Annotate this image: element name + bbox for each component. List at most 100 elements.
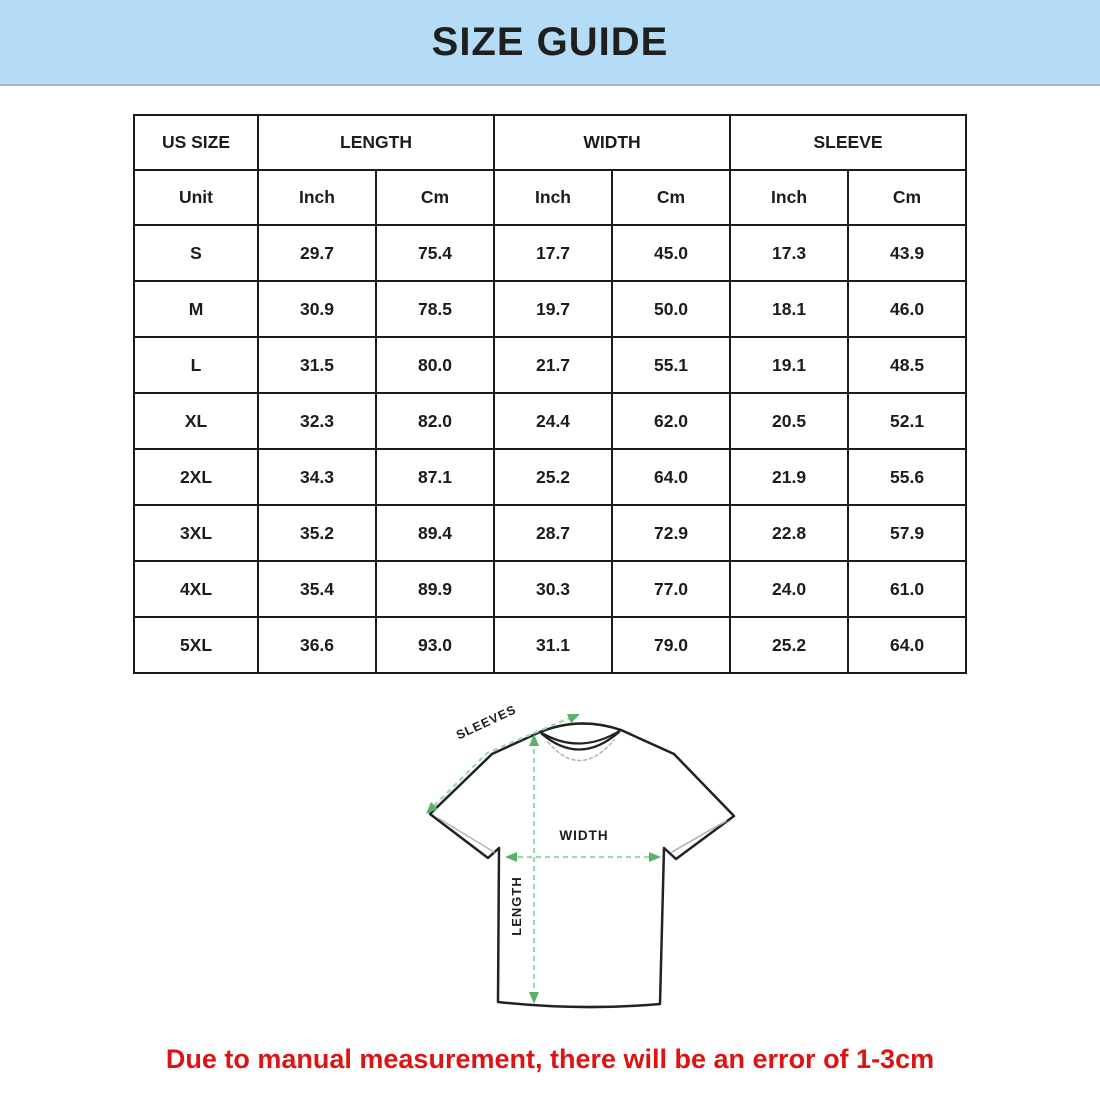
measurement-cell: 55.6 — [847, 448, 968, 506]
collar-outer-line — [538, 728, 623, 745]
measurement-cell: 93.0 — [374, 616, 496, 674]
measurement-cell: 50.0 — [611, 280, 732, 338]
measurement-cell: 87.1 — [374, 448, 496, 506]
header-sleeve: SLEEVE — [729, 114, 968, 171]
measurement-cell: 21.7 — [493, 336, 614, 394]
tshirt-measurement-diagram: SLEEVES WIDTH LENGTH — [0, 690, 1100, 1030]
measurement-cell: 89.4 — [374, 504, 496, 562]
measurement-cell: 79.0 — [611, 616, 732, 674]
tshirt-outline — [428, 722, 736, 1009]
measurement-cell: 28.7 — [493, 504, 614, 562]
unit-cm-cell: Cm — [374, 169, 496, 226]
measurement-cell: 31.1 — [493, 616, 614, 674]
unit-inch-cell: Inch — [257, 169, 377, 226]
size-cell: 4XL — [133, 560, 259, 618]
measurement-cell: 25.2 — [493, 448, 614, 506]
measurement-cell: 64.0 — [611, 448, 732, 506]
measurement-cell: 24.0 — [729, 560, 850, 618]
sleeve-arrowhead-top-icon — [567, 714, 580, 724]
table-row: 5XL 36.6 93.0 31.1 79.0 25.2 64.0 — [133, 616, 968, 674]
measurement-cell: 20.5 — [729, 392, 850, 450]
measurement-cell: 22.8 — [729, 504, 850, 562]
measurement-cell: 72.9 — [611, 504, 732, 562]
measurement-cell: 29.7 — [257, 224, 377, 282]
size-cell: 3XL — [133, 504, 259, 562]
width-arrowhead-right-icon — [649, 852, 661, 862]
table-row: 3XL 35.2 89.4 28.7 72.9 22.8 57.9 — [133, 504, 968, 562]
unit-label-cell: Unit — [133, 169, 259, 226]
left-cuff-seam — [437, 817, 495, 853]
unit-header-row: Unit Inch Cm Inch Cm Inch Cm — [133, 169, 968, 226]
measurement-cell: 17.7 — [493, 224, 614, 282]
sleeve-label: SLEEVES — [454, 702, 519, 742]
width-arrowhead-left-icon — [505, 852, 517, 862]
header-width: WIDTH — [493, 114, 732, 171]
size-cell: XL — [133, 392, 259, 450]
table-row: 4XL 35.4 89.9 30.3 77.0 24.0 61.0 — [133, 560, 968, 618]
collar-seam-line — [547, 739, 615, 762]
measurement-cell: 36.6 — [257, 616, 377, 674]
measurement-cell: 55.1 — [611, 336, 732, 394]
length-arrowhead-top-icon — [529, 734, 539, 746]
measurement-cell: 77.0 — [611, 560, 732, 618]
size-cell: S — [133, 224, 259, 282]
measurement-cell: 52.1 — [847, 392, 968, 450]
measurement-cell: 35.4 — [257, 560, 377, 618]
width-label: WIDTH — [559, 828, 608, 843]
collar-inner-line — [540, 730, 621, 751]
sleeve-arrowhead-bottom-icon — [426, 801, 439, 814]
measurement-cell: 82.0 — [374, 392, 496, 450]
length-arrowhead-bottom-icon — [529, 992, 539, 1004]
table-row: M 30.9 78.5 19.7 50.0 18.1 46.0 — [133, 280, 968, 338]
measurement-cell: 30.3 — [493, 560, 614, 618]
measurement-cell: 78.5 — [374, 280, 496, 338]
measurement-cell: 30.9 — [257, 280, 377, 338]
unit-cm-cell: Cm — [847, 169, 968, 226]
measurement-cell: 25.2 — [729, 616, 850, 674]
collar-top-line — [538, 722, 623, 734]
unit-inch-cell: Inch — [729, 169, 850, 226]
size-table-container: US SIZE LENGTH WIDTH SLEEVE Unit Inch Cm… — [133, 114, 968, 674]
measurement-cell: 89.9 — [374, 560, 496, 618]
size-table-body: S 29.7 75.4 17.7 45.0 17.3 43.9 M 30.9 78.5 19.7 50… — [133, 224, 968, 674]
size-table: US SIZE LENGTH WIDTH SLEEVE Unit Inch Cm… — [133, 114, 968, 674]
measurement-cell: 35.2 — [257, 504, 377, 562]
measurement-cell: 21.9 — [729, 448, 850, 506]
measurement-cell: 75.4 — [374, 224, 496, 282]
measurement-cell: 34.3 — [257, 448, 377, 506]
size-guide-banner: SIZE GUIDE — [0, 0, 1100, 86]
measurement-cell: 61.0 — [847, 560, 968, 618]
measurement-cell: 31.5 — [257, 336, 377, 394]
unit-inch-cell: Inch — [493, 169, 614, 226]
size-cell: M — [133, 280, 259, 338]
sleeve-measure-line — [431, 715, 573, 809]
table-row: L 31.5 80.0 21.7 55.1 19.1 48.5 — [133, 336, 968, 394]
table-row: XL 32.3 82.0 24.4 62.0 20.5 52.1 — [133, 392, 968, 450]
size-cell: L — [133, 336, 259, 394]
unit-cm-cell: Cm — [611, 169, 732, 226]
measurement-cell: 18.1 — [729, 280, 850, 338]
measurement-cell: 32.3 — [257, 392, 377, 450]
right-cuff-seam — [671, 820, 727, 853]
page-title: SIZE GUIDE — [431, 19, 669, 64]
column-group-header-row: US SIZE LENGTH WIDTH SLEEVE — [133, 114, 968, 171]
table-row: 2XL 34.3 87.1 25.2 64.0 21.9 55.6 — [133, 448, 968, 506]
tshirt-diagram-svg: SLEEVES WIDTH LENGTH — [426, 702, 736, 1009]
measurement-cell: 19.7 — [493, 280, 614, 338]
measurement-cell: 24.4 — [493, 392, 614, 450]
measurement-cell: 80.0 — [374, 336, 496, 394]
measurement-disclaimer: Due to manual measurement, there will be… — [165, 1044, 935, 1074]
measurement-cell: 57.9 — [847, 504, 968, 562]
size-cell: 5XL — [133, 616, 259, 674]
measurement-cell: 45.0 — [611, 224, 732, 282]
measurement-cell: 17.3 — [729, 224, 850, 282]
header-length: LENGTH — [256, 114, 496, 171]
size-cell: 2XL — [133, 448, 259, 506]
length-label: LENGTH — [509, 876, 524, 935]
measurement-cell: 43.9 — [847, 224, 968, 282]
table-row: S 29.7 75.4 17.7 45.0 17.3 43.9 — [133, 224, 968, 282]
measurement-cell: 62.0 — [611, 392, 732, 450]
measurement-cell: 46.0 — [847, 280, 968, 338]
measurement-cell: 64.0 — [847, 616, 968, 674]
measurement-cell: 48.5 — [847, 336, 968, 394]
